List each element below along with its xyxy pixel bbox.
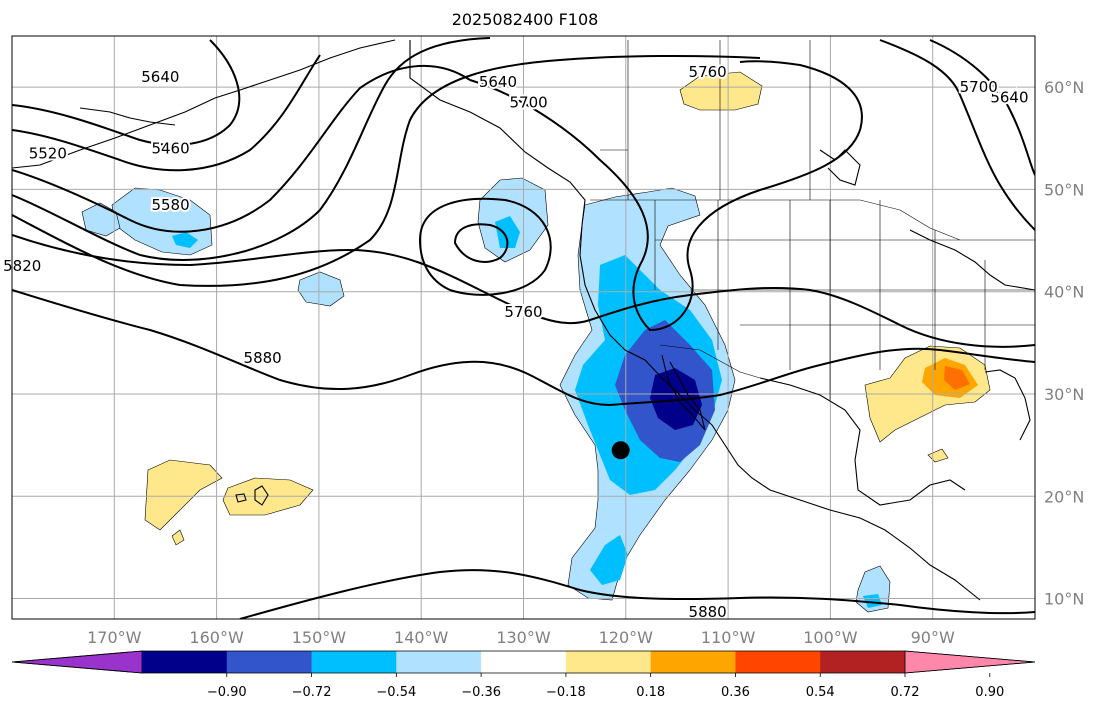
lat-tick-label: 30°N xyxy=(1044,385,1084,404)
lon-tick-label: 150°W xyxy=(292,628,347,647)
contour-label: 5700 xyxy=(510,93,548,111)
contour-labels: 5640 564056405700570054605520558057605760… xyxy=(1,61,1030,623)
lon-tick-label: 140°W xyxy=(394,628,449,647)
colorbar-tick-label: 0.36 xyxy=(721,685,750,700)
contour-label: 5760 xyxy=(689,63,727,81)
colorbar-extend-low xyxy=(11,650,143,674)
anomaly-sky-blue-aleutian xyxy=(172,232,198,248)
lat-tick-label: 40°N xyxy=(1044,283,1084,302)
colorbar-tick-label: −0.36 xyxy=(461,685,501,700)
lon-tick-label: 170°W xyxy=(87,628,142,647)
map-frame xyxy=(11,35,1036,620)
coastline-florida xyxy=(984,369,1031,441)
contour-5700-west xyxy=(12,54,761,287)
border-us-mexico xyxy=(659,344,761,379)
contour-label: 5640 xyxy=(479,73,517,91)
contour-5760-ring-inner xyxy=(453,223,509,263)
contour-label: 5460 xyxy=(151,140,189,158)
contour-label: 5700 xyxy=(960,78,998,96)
coastline-alaska-pnw-mexico xyxy=(409,40,981,601)
anomaly-sky-blue-pnw xyxy=(495,216,520,248)
colorbar-bin xyxy=(650,651,736,673)
colorbar-bin xyxy=(311,651,397,673)
coastline-hawaii-small xyxy=(235,493,247,503)
location-marker xyxy=(611,441,630,460)
contour-5820 xyxy=(12,234,1035,348)
contour-label: 5640 xyxy=(990,88,1028,106)
colorbar-bin xyxy=(735,651,821,673)
graticule xyxy=(12,36,1035,619)
lat-tick-label: 60°N xyxy=(1044,78,1084,97)
colorbar-tick-label: 0.90 xyxy=(975,685,1004,700)
anomaly-navy-core xyxy=(650,368,702,430)
border-us-states-v xyxy=(654,200,986,400)
longitude-tick-labels: 170°W 160°W 150°W 140°W 130°W 120°W 110°W 100°W… xyxy=(87,628,955,647)
lon-tick-label: 130°W xyxy=(496,628,551,647)
contour-5460 xyxy=(12,39,241,146)
colorbar-tick-label: 0.72 xyxy=(891,685,920,700)
lon-tick-label: 160°W xyxy=(189,628,244,647)
latitude-tick-labels: 10°N 20°N 30°N 40°N 50°N 60°N xyxy=(1044,78,1084,608)
coastline-layer xyxy=(12,39,1035,601)
colorbar-bin xyxy=(396,651,482,673)
shaded-anomaly-layer xyxy=(81,71,991,613)
contour-5880-south xyxy=(239,569,1035,619)
colorbar-bin xyxy=(481,651,567,673)
border-us-canada xyxy=(590,199,961,241)
coastline-gulf-mexico xyxy=(759,377,966,506)
contour-label: 5640 xyxy=(141,68,179,86)
contour-5640-east xyxy=(929,39,1035,176)
contour-label: 5820 xyxy=(3,257,41,275)
colorbar-extend-high xyxy=(904,650,1036,674)
map-title: 2025082400 F108 xyxy=(451,10,599,29)
colorbar-outline xyxy=(11,650,1036,674)
political-borders-layer xyxy=(409,40,1035,400)
contour-label: 5880 xyxy=(244,349,282,367)
anomaly-orangered-gulf xyxy=(944,366,970,390)
lon-tick-label: 100°W xyxy=(803,628,858,647)
contour-label: 5520 xyxy=(29,145,67,163)
lat-tick-label: 20°N xyxy=(1044,487,1084,506)
lon-tick-label: 120°W xyxy=(599,628,654,647)
geopotential-contours xyxy=(12,37,1035,619)
coastline-baja xyxy=(661,354,706,431)
colorbar-tick-label: 0.54 xyxy=(806,685,835,700)
colorbar: −0.90 −0.72 −0.54 −0.36 −0.18 0.18 0.36 0.54 0.7… xyxy=(11,650,1036,700)
contour-label: 5580 xyxy=(151,196,189,214)
colorbar-tick-label: −0.90 xyxy=(207,685,247,700)
coastline-aleutians xyxy=(79,107,176,126)
lat-tick-label: 50°N xyxy=(1044,180,1084,199)
lon-tick-label: 110°W xyxy=(701,628,756,647)
contour-5880-west xyxy=(12,289,1035,407)
colorbar-tick-label: −0.54 xyxy=(376,685,416,700)
border-canada-provinces xyxy=(600,40,811,200)
colorbar-tick-label: −0.18 xyxy=(546,685,586,700)
colorbar-tick-label: −0.72 xyxy=(292,685,332,700)
lat-tick-label: 10°N xyxy=(1044,590,1084,609)
colorbar-bin xyxy=(820,651,906,673)
contour-label: 5880 xyxy=(689,603,727,621)
anomaly-light-blue-south xyxy=(855,565,891,613)
anomaly-sky-blue-south xyxy=(590,535,628,585)
colorbar-bin xyxy=(565,651,652,673)
colorbar-bin xyxy=(142,651,228,673)
anomaly-yellow-hawaii-dot xyxy=(171,529,185,546)
lon-tick-label: 90°W xyxy=(911,628,955,647)
contour-5700-east xyxy=(879,39,1035,231)
anomaly-yellow-canada xyxy=(679,71,763,111)
contour-5760-north xyxy=(469,60,863,332)
contour-5640-west xyxy=(12,37,491,261)
contour-5520 xyxy=(12,54,321,172)
contour-5580 xyxy=(12,64,471,233)
anomaly-sky-blue-southeast xyxy=(863,594,882,608)
colorbar-bin xyxy=(226,651,313,673)
anomaly-yellow-hawaii-west xyxy=(144,459,223,531)
contour-label: 5760 xyxy=(504,303,542,321)
contour-5760-ring-outer xyxy=(418,197,552,296)
coastline-alaska-south xyxy=(12,39,396,169)
colorbar-tick-label: 0.18 xyxy=(636,685,665,700)
coastline-hawaii-big xyxy=(254,485,269,506)
